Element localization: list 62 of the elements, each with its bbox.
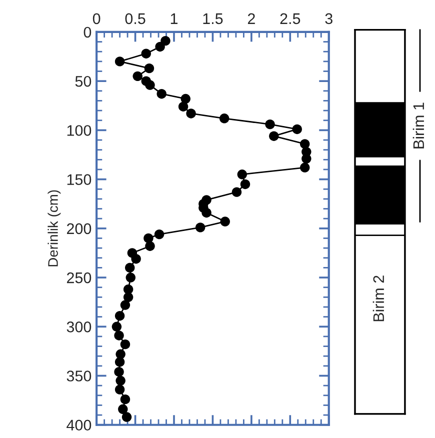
x-tick-label: 1.5 — [203, 13, 223, 24]
point — [220, 216, 230, 226]
y-axis-title: Derinlik (cm) — [48, 190, 61, 266]
point — [112, 322, 122, 332]
point — [202, 208, 212, 218]
point — [160, 36, 170, 46]
point — [300, 162, 310, 172]
annotation: Birim 2 — [372, 276, 384, 322]
point — [120, 394, 130, 404]
point — [132, 71, 142, 82]
point — [114, 330, 124, 340]
point — [144, 63, 154, 74]
point — [265, 119, 275, 130]
point — [114, 310, 125, 321]
point — [118, 404, 128, 414]
y-tick-label: 150 — [67, 174, 92, 185]
y-tick-label: 400 — [66, 420, 92, 431]
point — [300, 139, 310, 149]
point — [114, 384, 125, 394]
point — [186, 108, 196, 118]
y-tick-label: 350 — [66, 370, 92, 382]
point — [180, 94, 190, 104]
x-tick-label: 1 — [170, 13, 178, 24]
point — [178, 102, 188, 112]
x-tick-label: 3 — [325, 13, 332, 24]
x-tick-label: 2.5 — [280, 13, 300, 24]
point — [219, 114, 230, 124]
y-tick-label: 200 — [66, 223, 92, 234]
x-tick-label: 0 — [92, 13, 100, 24]
point — [131, 254, 141, 264]
point — [120, 300, 130, 310]
point — [269, 131, 279, 141]
point — [237, 170, 247, 180]
point — [120, 339, 130, 350]
y-tick-label: 100 — [67, 125, 92, 136]
point — [145, 80, 155, 90]
point — [114, 366, 124, 377]
point — [195, 222, 206, 232]
point — [144, 233, 154, 244]
x-tick-label: 2 — [248, 13, 255, 24]
point — [145, 241, 155, 251]
point — [302, 154, 312, 164]
point — [155, 42, 165, 52]
point — [114, 56, 125, 66]
point — [232, 187, 242, 197]
point — [116, 376, 126, 386]
y-tick-label: 250 — [66, 272, 92, 284]
point — [240, 179, 250, 190]
point — [141, 48, 151, 58]
y-tick-label: 50 — [75, 76, 92, 87]
point — [114, 357, 125, 367]
point — [126, 272, 136, 282]
point — [122, 412, 132, 422]
point — [292, 124, 302, 134]
y-tick-label: 0 — [84, 26, 92, 38]
point — [156, 88, 166, 99]
point — [125, 262, 135, 273]
y-tick-label: 300 — [66, 322, 92, 332]
x-tick-label: 0.5 — [125, 13, 146, 24]
point — [154, 229, 164, 240]
text: Birim 1 — [412, 102, 424, 148]
point — [123, 292, 134, 302]
